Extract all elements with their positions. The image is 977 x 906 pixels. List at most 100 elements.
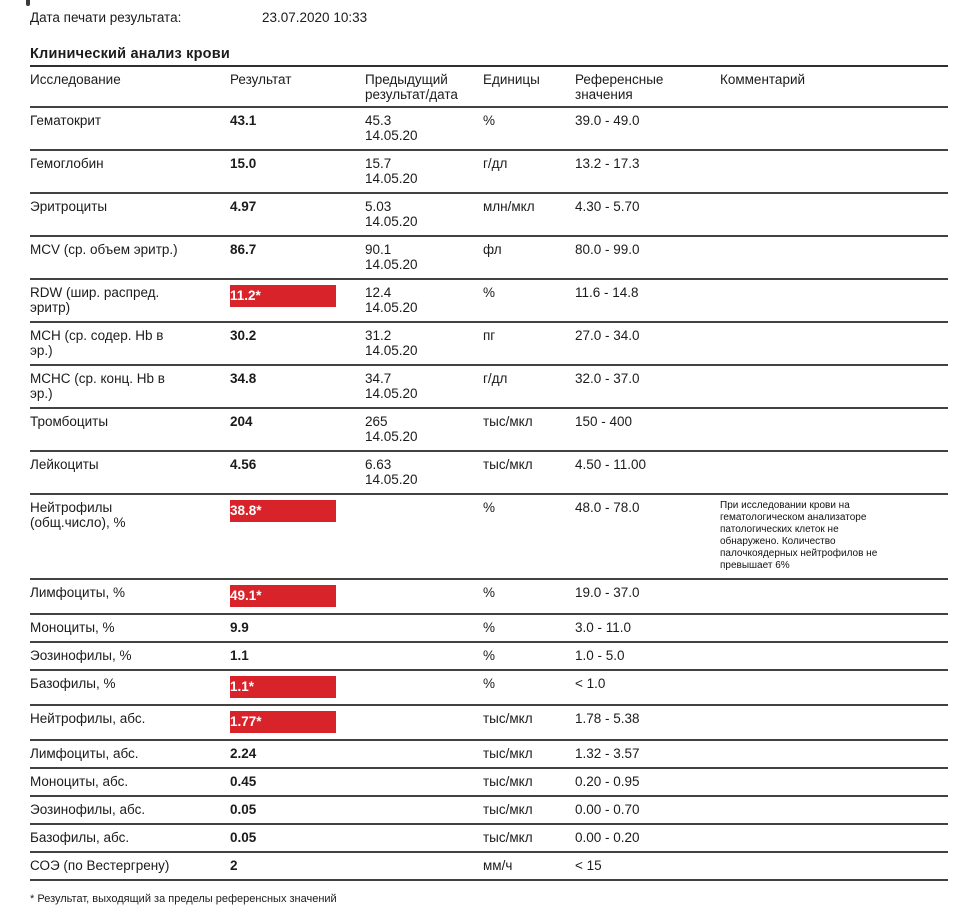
previous-result: 90.1 14.05.20 [365, 236, 483, 280]
reference-range: 11.6 - 14.8 [575, 279, 720, 323]
test-name: Базофилы, абс. [30, 824, 230, 853]
table-row: Тромбоциты 204 265 14.05.20 тыс/мкл 150 -… [30, 408, 948, 452]
test-name: Моноциты, абс. [30, 768, 230, 797]
units: % [483, 670, 575, 706]
test-result: 2.24 [230, 740, 365, 769]
column-header-previous-result: Предыдущий результат/дата [365, 65, 483, 108]
previous-result: 15.7 14.05.20 [365, 150, 483, 194]
units: % [483, 579, 575, 615]
test-result: 1.1 [230, 642, 365, 671]
comment [720, 740, 948, 769]
reference-range: 39.0 - 49.0 [575, 107, 720, 151]
test-name: Гематокрит [30, 107, 230, 151]
reference-range: 4.50 - 11.00 [575, 451, 720, 495]
test-name: MCHC (ср. конц. Hb в эр.) [30, 365, 230, 409]
reference-range: 1.0 - 5.0 [575, 642, 720, 671]
test-result: 86.7 [230, 236, 365, 280]
units: млн/мкл [483, 193, 575, 237]
test-name: Моноциты, % [30, 614, 230, 643]
table-row: Базофилы, % 1.1* % < 1.0 [30, 670, 948, 706]
print-date-label: Дата печати результата: [30, 10, 182, 25]
cutoff-text-fragment [26, 0, 30, 6]
comment [720, 796, 948, 825]
table-row: Лимфоциты, % 49.1* % 19.0 - 37.0 [30, 579, 948, 615]
units: тыс/мкл [483, 796, 575, 825]
reference-range: 27.0 - 34.0 [575, 322, 720, 366]
results-table-body: Гематокрит 43.1 45.3 14.05.20 % 39.0 - 49… [30, 107, 948, 881]
test-result: 9.9 [230, 614, 365, 643]
table-row: Эозинофилы, абс. 0.05 тыс/мкл 0.00 - 0.7… [30, 796, 948, 825]
previous-result [365, 796, 483, 825]
section-title: Клинический анализ крови [30, 46, 230, 62]
table-row: MCHC (ср. конц. Hb в эр.) 34.8 34.7 14.05… [30, 365, 948, 409]
units: тыс/мкл [483, 740, 575, 769]
reference-range: < 1.0 [575, 670, 720, 706]
test-result: 204 [230, 408, 365, 452]
units: тыс/мкл [483, 451, 575, 495]
comment [720, 107, 948, 151]
comment [720, 642, 948, 671]
reference-range: 0.20 - 0.95 [575, 768, 720, 797]
previous-result [365, 852, 483, 881]
comment [720, 614, 948, 643]
reference-range: 1.32 - 3.57 [575, 740, 720, 769]
column-header-comment: Комментарий [720, 65, 948, 108]
previous-result [365, 768, 483, 797]
comment [720, 322, 948, 366]
comment [720, 279, 948, 323]
units: % [483, 494, 575, 580]
units: % [483, 279, 575, 323]
test-result: 30.2 [230, 322, 365, 366]
units: пг [483, 322, 575, 366]
previous-result: 265 14.05.20 [365, 408, 483, 452]
test-result: 1.1* [230, 670, 365, 706]
test-name: Эозинофилы, % [30, 642, 230, 671]
test-name: Эритроциты [30, 193, 230, 237]
column-header-test: Исследование [30, 65, 230, 108]
column-header-result: Результат [230, 65, 365, 108]
test-result: 2 [230, 852, 365, 881]
test-result: 0.05 [230, 824, 365, 853]
reference-range: 80.0 - 99.0 [575, 236, 720, 280]
units: тыс/мкл [483, 408, 575, 452]
previous-result [365, 670, 483, 706]
table-row: Лимфоциты, абс. 2.24 тыс/мкл 1.32 - 3.57 [30, 740, 948, 769]
test-result: 1.77* [230, 705, 365, 741]
reference-range: 4.30 - 5.70 [575, 193, 720, 237]
table-row: Базофилы, абс. 0.05 тыс/мкл 0.00 - 0.20 [30, 824, 948, 853]
comment [720, 365, 948, 409]
comment [720, 705, 948, 741]
table-row: Гемоглобин 15.0 15.7 14.05.20 г/дл 13.2 -… [30, 150, 948, 194]
test-name: Гемоглобин [30, 150, 230, 194]
comment [720, 670, 948, 706]
test-name: Нейтрофилы (общ.число), % [30, 494, 230, 580]
out-of-range-footnote: * Результат, выходящий за пределы рефере… [30, 893, 337, 905]
reference-range: 19.0 - 37.0 [575, 579, 720, 615]
test-name: Лимфоциты, % [30, 579, 230, 615]
table-row: MCH (ср. содер. Hb в эр.) 30.2 31.2 14.05… [30, 322, 948, 366]
reference-range: 32.0 - 37.0 [575, 365, 720, 409]
previous-result: 34.7 14.05.20 [365, 365, 483, 409]
previous-result [365, 642, 483, 671]
units: мм/ч [483, 852, 575, 881]
results-table-header: Исследование Результат Предыдущий резуль… [30, 65, 948, 108]
column-header-units: Единицы [483, 65, 575, 108]
print-date-row: Дата печати результата: 23.07.2020 10:33 [30, 10, 947, 26]
reference-range: < 15 [575, 852, 720, 881]
comment [720, 768, 948, 797]
previous-result [365, 579, 483, 615]
test-name: Нейтрофилы, абс. [30, 705, 230, 741]
comment [720, 193, 948, 237]
table-row: Нейтрофилы (общ.число), % 38.8* % 48.0 -… [30, 494, 948, 580]
comment [720, 408, 948, 452]
test-name: MCV (ср. объем эритр.) [30, 236, 230, 280]
test-result: 0.45 [230, 768, 365, 797]
comment [720, 824, 948, 853]
previous-result [365, 705, 483, 741]
test-name: Лимфоциты, абс. [30, 740, 230, 769]
test-name: Базофилы, % [30, 670, 230, 706]
units: % [483, 614, 575, 643]
comment [720, 579, 948, 615]
test-name: RDW (шир. распред. эритр) [30, 279, 230, 323]
